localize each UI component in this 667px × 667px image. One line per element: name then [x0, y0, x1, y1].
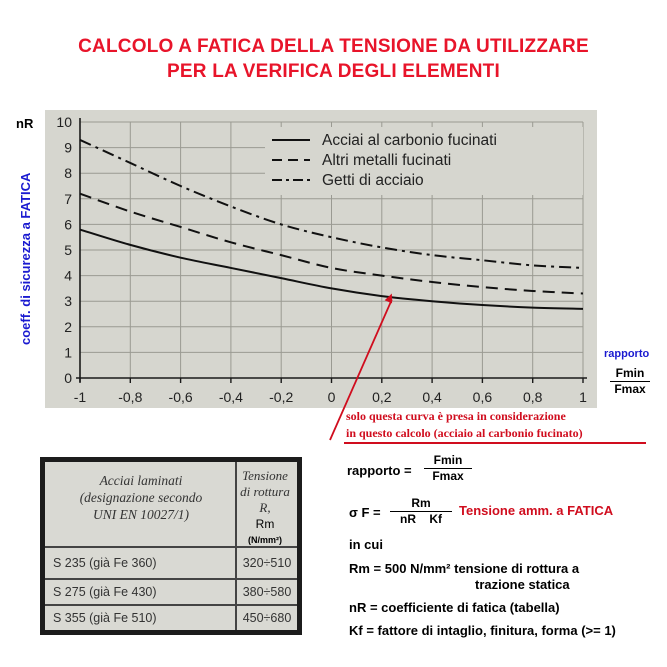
table-header-grade-line2: (designazione secondo — [79, 490, 203, 505]
series-line-1 — [79, 228, 584, 310]
rm-definition-cont: trazione statica — [475, 577, 570, 592]
table-cell-range: 450÷680 — [242, 611, 292, 625]
annotation-line2: in questo calcolo (acciaio al carbonio f… — [346, 426, 583, 440]
table-row-divider — [45, 578, 297, 580]
sigma-numerator: Rm — [390, 496, 452, 512]
legend-label: Acciai al carbonio fucinati — [322, 132, 497, 149]
table-header-grade: Acciai laminati (designazione secondo UN… — [52, 472, 230, 523]
rm-definition: Rm = 500 N/mm² tensione di rottura a — [349, 561, 580, 576]
annotation-arrow-head — [384, 293, 393, 304]
y-axis-label: coeff. di sicurezza a FATICA — [18, 172, 33, 345]
tick-labels: -1 -0,8 -0,6 -0,4 -0,2 0 0,2 0,4 0,6 0,8 101234567… — [56, 114, 587, 405]
annotation-line1: solo questa curva è presa in considerazi… — [346, 409, 566, 423]
y-tick-label: 9 — [64, 140, 72, 156]
table-cell-grade: S 355 (già Fe 510) — [53, 611, 157, 625]
legend-label: Getti di acciaio — [322, 172, 424, 189]
sigma-formula-label: σ F = — [349, 505, 381, 520]
y-short-label: nR — [16, 116, 34, 131]
rapporto-numerator: Fmin — [424, 453, 472, 469]
legend-label: Altri metalli fucinati — [322, 152, 451, 169]
x-tick-label: 0 — [328, 389, 336, 405]
steel-table-body: Acciai laminati (designazione secondo UN… — [45, 462, 297, 630]
x-tick-label: 0,4 — [422, 389, 442, 405]
y-tick-label: 3 — [64, 293, 72, 309]
x-tick-label: 0,2 — [372, 389, 392, 405]
x-tick-label: 1 — [579, 389, 587, 405]
sigma-description: Tensione amm. a FATICA — [459, 503, 614, 518]
table-header-strength-line2: di rottura R, — [240, 484, 290, 515]
rapporto-formula-fraction: Fmin Fmax — [424, 453, 472, 483]
table-header-unit: (N/mm²) — [248, 535, 282, 545]
table-header-symbol: Rm — [255, 517, 275, 531]
x-tick-label: 0,6 — [473, 389, 493, 405]
table-header-grade-line3: UNI EN 10027/1) — [93, 507, 189, 522]
annotation-arrow-shaft — [329, 299, 393, 441]
y-tick-label: 5 — [64, 242, 72, 258]
legend-background — [265, 127, 583, 195]
series-line-3 — [79, 139, 584, 269]
x-tick-label: -0,4 — [219, 389, 243, 405]
table-header-divider — [45, 546, 297, 548]
x-axis-fraction: Fmin Fmax — [610, 366, 650, 396]
rapporto-formula-label: rapporto = — [347, 463, 412, 478]
x-axis-fraction-num: Fmin — [610, 366, 650, 382]
annotation-arrow — [329, 293, 393, 441]
nr-definition: nR = coefficiente di fatica (tabella) — [349, 600, 560, 615]
table-row: S 355 (già Fe 510) 450÷680 — [45, 607, 297, 631]
y-tick-label: 2 — [64, 319, 72, 335]
table-header-strength: Tensione di rottura R, Rm (N/mm²) — [233, 468, 297, 548]
annotation-underline — [344, 442, 646, 444]
table-row-divider — [45, 604, 297, 606]
x-tick-label: 0,8 — [523, 389, 543, 405]
page-title-line2: PER LA VERIFICA DEGLI ELEMENTI — [167, 61, 500, 82]
y-tick-label: 7 — [64, 191, 72, 207]
table-row: S 235 (già Fe 360) 320÷510 — [45, 552, 297, 576]
table-cell-range: 380÷580 — [242, 585, 292, 599]
kf-definition: Kf = fattore di intaglio, finitura, form… — [349, 623, 616, 638]
table-header-strength-line1: Tensione — [242, 468, 288, 483]
x-tick-label: -0,8 — [118, 389, 142, 405]
sigma-denominator: nR Kf — [400, 512, 442, 526]
in-cui-label: in cui — [349, 537, 383, 552]
axes — [76, 118, 587, 383]
y-tick-label: 4 — [64, 268, 72, 284]
legend: Acciai al carbonio fucinati Altri metalli… — [265, 127, 583, 195]
series-line-2 — [79, 192, 584, 295]
x-tick-label: -0,2 — [269, 389, 293, 405]
x-axis-label: rapporto — [604, 348, 650, 360]
y-tick-label: 1 — [64, 344, 72, 360]
x-tick-label: -0,6 — [169, 389, 193, 405]
y-tick-label: 10 — [56, 114, 72, 130]
y-tick-label: 8 — [64, 165, 72, 181]
x-axis-fraction-den: Fmax — [614, 382, 646, 396]
y-tick-label: 0 — [64, 370, 72, 386]
page-title-line1: CALCOLO A FATICA DELLA TENSIONE DA UTILI… — [78, 36, 589, 57]
x-tick-label: -1 — [74, 389, 87, 405]
sigma-formula-fraction: Rm nR Kf — [390, 496, 452, 526]
table-row: S 275 (già Fe 430) 380÷580 — [45, 581, 297, 605]
steel-table: Acciai laminati (designazione secondo UN… — [40, 457, 302, 635]
y-tick-label: 6 — [64, 216, 72, 232]
table-cell-range: 320÷510 — [242, 556, 292, 570]
series-lines — [79, 139, 584, 310]
table-cell-grade: S 235 (già Fe 360) — [53, 556, 157, 570]
table-cell-grade: S 275 (già Fe 430) — [53, 585, 157, 599]
table-header-grade-line1: Acciai laminati — [99, 473, 183, 488]
rapporto-denominator: Fmax — [432, 469, 464, 483]
